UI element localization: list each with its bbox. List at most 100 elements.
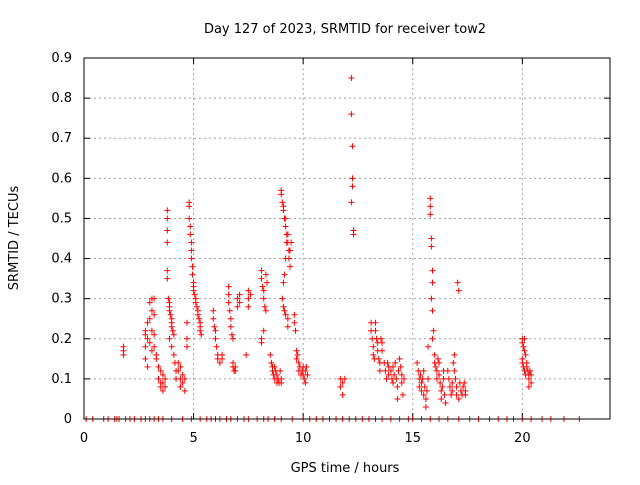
y-tick-label: 0.3 <box>51 292 72 307</box>
data-point <box>177 383 184 390</box>
data-point <box>151 331 158 338</box>
data-point <box>167 311 174 318</box>
data-point <box>146 315 153 322</box>
data-point <box>392 359 399 366</box>
data-point <box>520 343 527 350</box>
data-point <box>429 307 436 314</box>
data-point <box>162 383 169 390</box>
data-point <box>429 267 436 274</box>
data-point <box>273 371 280 378</box>
data-point <box>379 339 386 346</box>
data-point <box>282 255 289 262</box>
data-point <box>295 359 302 366</box>
data-point <box>219 355 226 362</box>
data-point <box>415 367 422 374</box>
data-point <box>144 363 151 370</box>
data-point <box>155 363 162 370</box>
data-point <box>455 395 462 402</box>
data-point <box>460 383 467 390</box>
data-point <box>303 363 310 370</box>
data-point <box>284 315 291 322</box>
data-point <box>432 363 439 370</box>
data-point <box>170 331 177 338</box>
data-point <box>393 375 400 382</box>
data-point <box>431 351 438 358</box>
data-point <box>439 383 446 390</box>
data-point <box>418 387 425 394</box>
data-point <box>142 343 149 350</box>
data-point <box>213 343 220 350</box>
data-point <box>372 319 379 326</box>
data-point <box>278 379 285 386</box>
data-point <box>188 255 195 262</box>
data-point <box>400 375 407 382</box>
data-point <box>462 391 469 398</box>
data-point <box>159 371 166 378</box>
data-point <box>376 367 383 374</box>
data-point <box>258 275 265 282</box>
data-point <box>397 363 404 370</box>
y-axis-label: SRMTID / TECUs <box>7 186 22 291</box>
data-point <box>519 339 526 346</box>
data-point <box>527 367 534 374</box>
data-point <box>264 279 271 286</box>
data-point <box>433 375 440 382</box>
data-point <box>279 295 286 302</box>
y-tick-label: 0.4 <box>51 252 72 267</box>
data-point <box>302 379 309 386</box>
data-point <box>236 299 243 306</box>
data-point <box>280 279 287 286</box>
data-point <box>427 203 434 210</box>
data-point <box>175 359 182 366</box>
data-point <box>193 303 200 310</box>
data-points <box>83 75 583 422</box>
y-tick-label: 0.6 <box>51 171 72 186</box>
data-point <box>451 351 458 358</box>
data-point <box>164 267 171 274</box>
x-axis-label: GPS time / hours <box>291 461 400 476</box>
plot-frame <box>83 57 611 420</box>
data-point <box>377 335 384 342</box>
data-point <box>348 199 355 206</box>
data-point <box>396 355 403 362</box>
data-point <box>179 371 186 378</box>
data-point <box>267 351 274 358</box>
data-point <box>448 391 455 398</box>
data-point <box>442 399 449 406</box>
data-point <box>521 335 528 342</box>
x-tick-label: 20 <box>514 431 531 446</box>
data-point <box>521 347 528 354</box>
data-point <box>191 291 198 298</box>
data-point <box>399 391 406 398</box>
data-point <box>528 379 535 386</box>
data-point <box>258 339 265 346</box>
data-point <box>339 379 346 386</box>
data-point <box>444 367 451 374</box>
data-point <box>282 223 289 230</box>
data-point <box>189 271 196 278</box>
data-point <box>184 319 191 326</box>
data-point <box>447 383 454 390</box>
data-point <box>166 335 173 342</box>
y-tick-label: 0.7 <box>51 131 72 146</box>
data-point <box>210 315 217 322</box>
data-point <box>394 395 401 402</box>
data-point <box>441 391 448 398</box>
data-point <box>372 327 379 334</box>
data-point <box>188 247 195 254</box>
data-point <box>292 327 299 334</box>
data-point <box>164 275 171 282</box>
data-point <box>449 387 456 394</box>
data-point <box>288 239 295 246</box>
data-point <box>282 311 289 318</box>
data-point <box>245 303 252 310</box>
data-point <box>453 383 460 390</box>
data-point <box>188 239 195 246</box>
data-point <box>418 379 425 386</box>
y-tick-label: 0 <box>64 412 72 427</box>
data-point <box>422 395 429 402</box>
data-point <box>522 351 529 358</box>
data-point <box>419 375 426 382</box>
data-point <box>284 323 291 330</box>
data-point <box>445 375 452 382</box>
